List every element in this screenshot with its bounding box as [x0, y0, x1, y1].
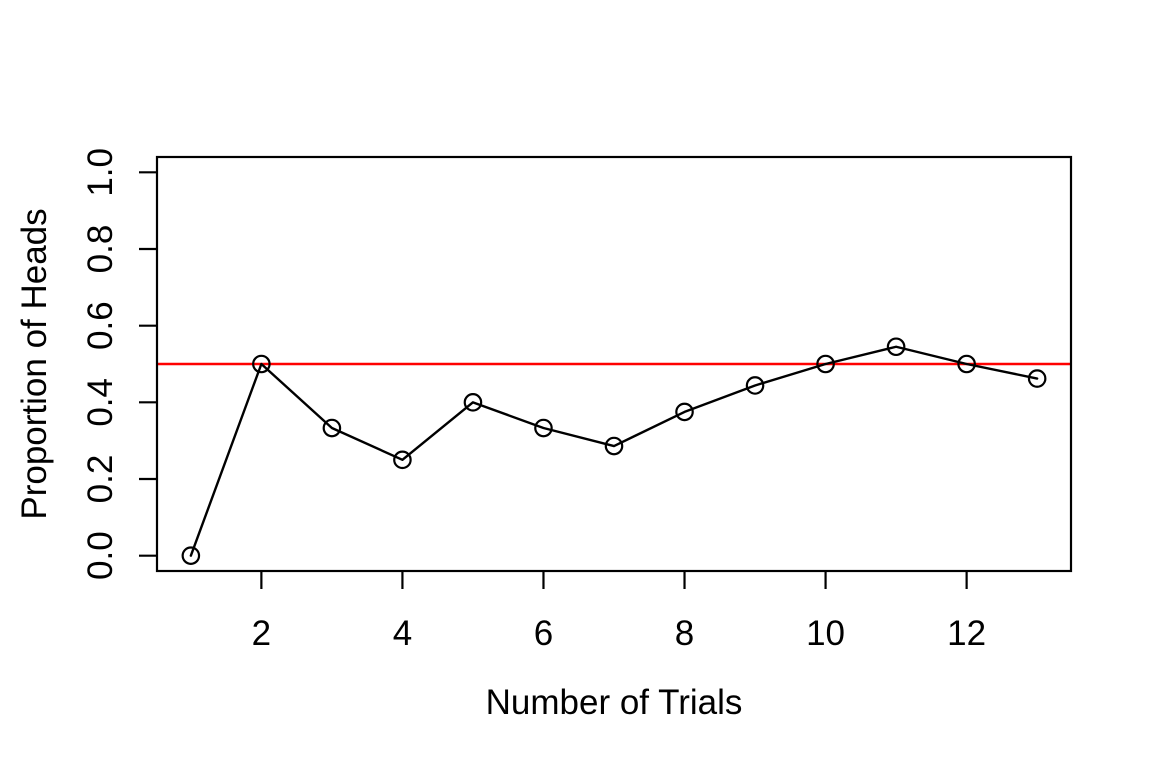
- y-axis: 0.0 0.2 0.4 0.6 0.8 1.0: [81, 148, 157, 580]
- data-point-marker: [1027, 369, 1047, 388]
- data-point-marker: [393, 450, 412, 470]
- data-point-marker: [322, 418, 342, 438]
- data-point-marker: [745, 376, 765, 395]
- data-point-marker: [886, 337, 906, 357]
- data-point-marker: [675, 402, 694, 422]
- data-point-marker: [252, 354, 271, 374]
- y-tick-label: 1.0: [81, 148, 120, 197]
- x-tick-label: 4: [393, 614, 412, 653]
- data-point-marker: [604, 436, 624, 456]
- y-tick-label: 0.8: [81, 225, 120, 274]
- x-tick-label: 6: [534, 614, 553, 653]
- y-tick-label: 0.4: [81, 378, 120, 427]
- data-point-marker: [463, 393, 483, 412]
- x-tick-label: 10: [806, 614, 845, 653]
- x-axis-title: Number of Trials: [486, 683, 743, 722]
- y-axis-title: Proportion of Heads: [15, 208, 54, 519]
- data-point-marker: [534, 418, 553, 438]
- x-tick-label: 12: [947, 614, 986, 653]
- data-line: [189, 345, 1039, 557]
- x-tick-label: 8: [675, 614, 694, 653]
- y-tick-label: 0.2: [81, 455, 120, 504]
- plot-box: [155, 155, 1073, 573]
- data-point-marker: [957, 354, 976, 374]
- x-tick-label: 2: [252, 614, 271, 653]
- x-axis: 2 4 6 8 10 12: [252, 571, 986, 653]
- y-tick-label: 0.6: [81, 301, 120, 350]
- y-tick-label: 0.0: [81, 531, 120, 580]
- data-point-marker: [816, 354, 835, 374]
- data-series: [181, 337, 1047, 565]
- data-point-marker: [181, 546, 201, 565]
